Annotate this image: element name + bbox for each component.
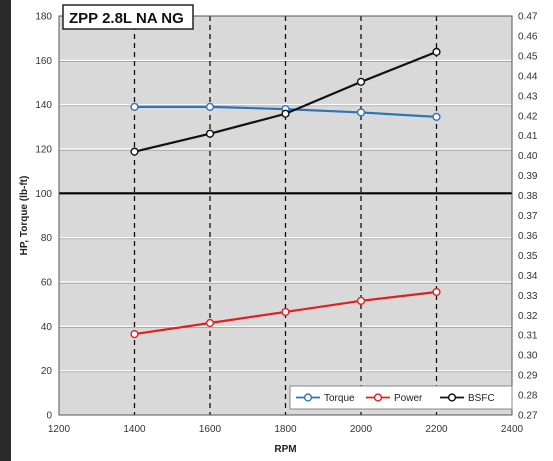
legend-box bbox=[289, 385, 513, 410]
chart-title: ZPP 2.8L NA NG bbox=[69, 10, 184, 27]
y-tick-label: 0 bbox=[46, 411, 52, 422]
data-point-torque bbox=[130, 102, 139, 111]
data-point-bsfc bbox=[432, 47, 441, 57]
y-tick-label: 100 bbox=[35, 189, 52, 200]
data-point-power bbox=[205, 318, 215, 328]
data-point-bsfc bbox=[281, 109, 290, 118]
y2-tick-label: 0.38 bbox=[518, 191, 538, 202]
y2-tick-label: 0.47 bbox=[518, 12, 538, 23]
y-tick-label: 140 bbox=[35, 100, 52, 111]
y2-tick-label: 0.36 bbox=[518, 231, 538, 242]
y2-tick-label: 0.30 bbox=[518, 351, 538, 362]
x-tick-label: 2400 bbox=[501, 424, 524, 435]
x-tick-label: 1400 bbox=[123, 424, 146, 435]
legend-swatch-marker bbox=[447, 393, 457, 402]
legend-label-bsfc: BSFC bbox=[468, 393, 495, 404]
data-point-bsfc bbox=[205, 129, 215, 138]
y-tick-label: 20 bbox=[41, 366, 53, 377]
y-tick-label: 180 bbox=[35, 12, 52, 23]
y2-tick-label: 0.35 bbox=[518, 251, 538, 262]
legend-label-power: Power bbox=[394, 393, 423, 404]
legend-swatch-marker bbox=[373, 393, 383, 402]
y-tick-label: 60 bbox=[41, 278, 53, 289]
x-tick-label: 1200 bbox=[48, 424, 71, 435]
y2-tick-label: 0.27 bbox=[518, 411, 538, 422]
data-point-power bbox=[130, 329, 139, 339]
y-tick-label: 160 bbox=[35, 56, 52, 67]
y2-tick-label: 0.42 bbox=[518, 111, 538, 122]
data-point-bsfc bbox=[130, 147, 139, 156]
x-tick-label: 1800 bbox=[274, 424, 297, 435]
y2-tick-label: 0.43 bbox=[518, 91, 538, 102]
x-tick-label: 2000 bbox=[350, 424, 373, 435]
data-point-power bbox=[281, 307, 290, 317]
y2-tick-label: 0.41 bbox=[518, 131, 538, 142]
x-tick-label: 1600 bbox=[199, 424, 222, 435]
y-tick-label: 120 bbox=[35, 145, 52, 156]
y2-tick-label: 0.33 bbox=[518, 291, 538, 302]
window-edge bbox=[0, 0, 11, 461]
data-point-power bbox=[432, 287, 441, 297]
y2-tick-label: 0.29 bbox=[518, 371, 538, 382]
data-point-torque bbox=[356, 108, 366, 117]
y2-tick-label: 0.32 bbox=[518, 311, 538, 322]
x-tick-label: 2200 bbox=[425, 424, 448, 435]
y2-tick-label: 0.45 bbox=[518, 51, 538, 62]
chart-title-box bbox=[62, 4, 194, 30]
data-point-torque bbox=[205, 102, 215, 111]
legend-label-torque: Torque bbox=[324, 393, 355, 404]
data-point-bsfc bbox=[356, 77, 366, 86]
y2-tick-label: 0.46 bbox=[518, 31, 538, 42]
y2-tick-label: 0.39 bbox=[518, 171, 538, 182]
data-point-torque bbox=[432, 112, 441, 121]
y2-tick-label: 0.28 bbox=[518, 391, 538, 402]
data-point-power bbox=[356, 296, 366, 305]
plot-border bbox=[58, 15, 513, 416]
y2-tick-label: 0.44 bbox=[518, 71, 538, 82]
y2-tick-label: 0.40 bbox=[518, 151, 538, 162]
x-axis-title: RPM bbox=[274, 444, 296, 455]
y-tick-label: 40 bbox=[41, 322, 53, 333]
y2-tick-label: 0.37 bbox=[518, 211, 538, 222]
y-tick-label: 80 bbox=[41, 233, 53, 244]
y-axis-title: HP, Torque (lb-ft) bbox=[19, 176, 30, 256]
y2-tick-label: 0.31 bbox=[518, 331, 538, 342]
legend-swatch-marker bbox=[303, 393, 313, 402]
y2-tick-label: 0.34 bbox=[518, 271, 538, 282]
